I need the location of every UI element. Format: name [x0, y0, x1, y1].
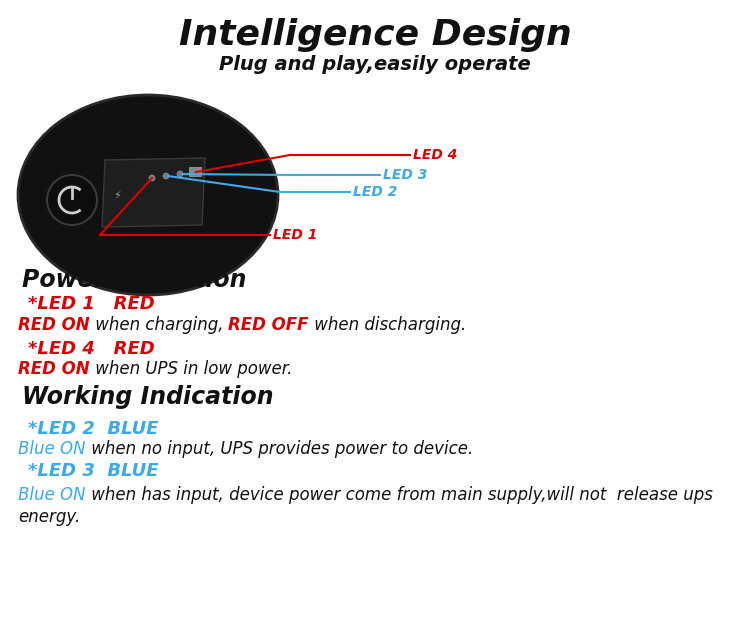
Text: *LED 4   RED: *LED 4 RED [28, 340, 154, 358]
Text: Blue ON: Blue ON [18, 486, 86, 504]
Text: LED 4: LED 4 [413, 148, 458, 162]
Text: when has input, device power come from main supply,will not  release ups: when has input, device power come from m… [86, 486, 712, 504]
Text: when UPS in low power.: when UPS in low power. [90, 360, 292, 378]
Text: Blue ON: Blue ON [18, 440, 86, 458]
FancyBboxPatch shape [189, 167, 201, 176]
Circle shape [149, 175, 155, 181]
Text: when charging,: when charging, [90, 316, 228, 334]
Text: RED ON: RED ON [18, 360, 90, 378]
Text: RED ON: RED ON [18, 316, 90, 334]
Text: *LED 1   RED: *LED 1 RED [28, 295, 154, 313]
Text: Power Indication: Power Indication [22, 268, 247, 292]
Ellipse shape [18, 95, 278, 295]
Text: *LED 2  BLUE: *LED 2 BLUE [28, 420, 158, 438]
Text: Intelligence Design: Intelligence Design [178, 18, 572, 52]
Text: LED 3: LED 3 [383, 168, 427, 182]
Text: *LED 3  BLUE: *LED 3 BLUE [28, 462, 158, 480]
Circle shape [177, 171, 183, 177]
Circle shape [47, 175, 97, 225]
Text: Working Indication: Working Indication [22, 385, 274, 409]
Text: LED 1: LED 1 [273, 228, 317, 242]
Polygon shape [102, 158, 205, 227]
Text: Plug and play,easily operate: Plug and play,easily operate [219, 55, 531, 74]
Text: when no input, UPS provides power to device.: when no input, UPS provides power to dev… [86, 440, 472, 458]
Circle shape [163, 173, 169, 179]
Text: RED OFF: RED OFF [228, 316, 309, 334]
Text: LED 2: LED 2 [353, 185, 398, 199]
Circle shape [191, 169, 197, 175]
Text: ⚡: ⚡ [113, 191, 121, 201]
Text: energy.: energy. [18, 508, 80, 526]
Text: when discharging.: when discharging. [309, 316, 466, 334]
